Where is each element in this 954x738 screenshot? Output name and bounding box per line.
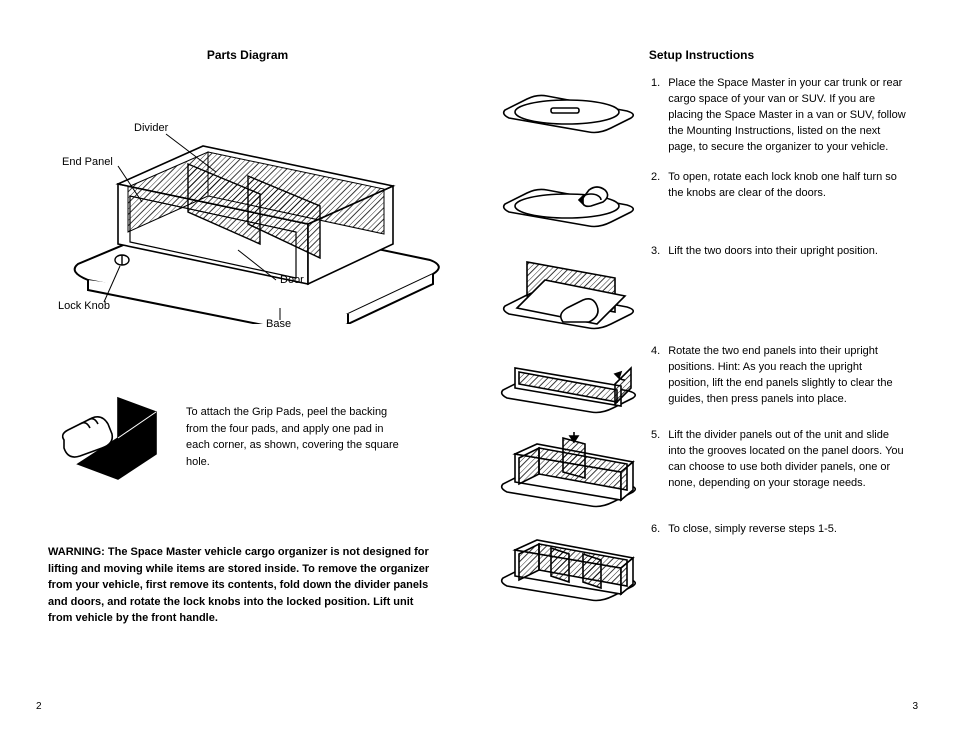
grip-pad-block: To attach the Grip Pads, peel the backin… (48, 394, 447, 484)
label-door: Door (280, 274, 304, 286)
step-1-figure (497, 76, 637, 136)
step-4-figure (497, 344, 637, 414)
label-lock-knob: Lock Knob (58, 300, 110, 312)
step-6-num: 6. (651, 522, 660, 538)
step-3: 3. Lift the two doors into their upright… (497, 244, 906, 330)
label-divider: Divider (134, 122, 168, 134)
step-2-num: 2. (651, 170, 660, 202)
setup-title: Setup Instructions (497, 48, 906, 62)
page-number-left: 2 (36, 701, 42, 712)
step-5-num: 5. (651, 428, 660, 492)
step-3-text: Lift the two doors into their upright po… (668, 244, 878, 260)
step-4-text: Rotate the two end panels into their upr… (668, 344, 906, 408)
right-page: Setup Instructions 1. Place the Space Ma… (477, 0, 954, 738)
step-6: 6. To close, simply reverse steps 1-5. (497, 522, 906, 602)
step-1-text: Place the Space Master in your car trunk… (668, 76, 906, 156)
step-6-figure (497, 522, 637, 602)
step-2-text: To open, rotate each lock knob one half … (668, 170, 906, 202)
step-2-figure (497, 170, 637, 230)
step-5: 5. Lift the divider panels out of the un… (497, 428, 906, 508)
step-4: 4. Rotate the two end panels into their … (497, 344, 906, 414)
step-3-figure (497, 244, 637, 330)
parts-diagram-title: Parts Diagram (48, 48, 447, 62)
step-3-num: 3. (651, 244, 660, 260)
left-page: Parts Diagram (0, 0, 477, 738)
page-number-right: 3 (912, 701, 918, 712)
parts-diagram-figure: Divider End Panel Door Lock Knob Base (48, 74, 448, 324)
step-4-num: 4. (651, 344, 660, 408)
manual-spread: Parts Diagram (0, 0, 954, 738)
step-1: 1. Place the Space Master in your car tr… (497, 76, 906, 156)
step-1-num: 1. (651, 76, 660, 156)
step-6-text: To close, simply reverse steps 1-5. (668, 522, 837, 538)
step-2: 2. To open, rotate each lock knob one ha… (497, 170, 906, 230)
label-end-panel: End Panel (62, 156, 113, 168)
label-base: Base (266, 318, 291, 330)
step-5-figure (497, 428, 637, 508)
grip-pad-figure (58, 394, 168, 484)
warning-text: WARNING: The Space Master vehicle cargo … (48, 544, 447, 627)
grip-pad-text: To attach the Grip Pads, peel the backin… (186, 394, 406, 470)
step-5-text: Lift the divider panels out of the unit … (668, 428, 906, 492)
